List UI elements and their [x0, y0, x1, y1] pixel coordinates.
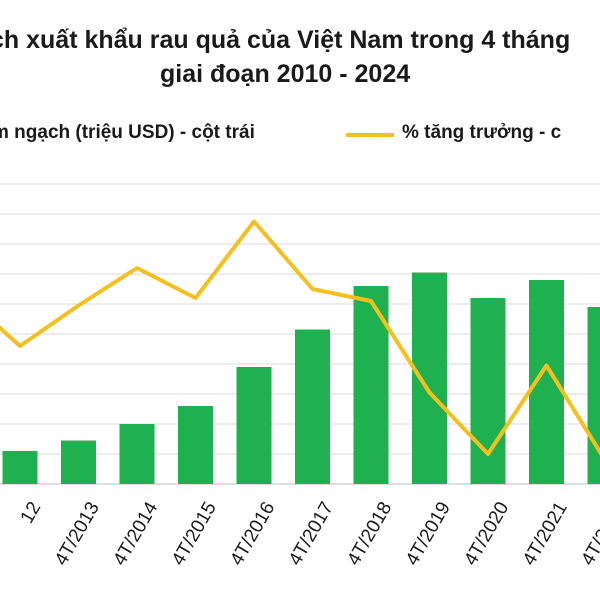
x-tick-label: 4T/2022	[577, 498, 600, 569]
x-tick-label: 4T/2019	[402, 498, 455, 569]
bar-4T/2018	[353, 286, 389, 484]
bar-4T/2015	[178, 406, 213, 484]
x-tick-label: 4T/2014	[109, 498, 162, 569]
chart-title-line-2: giai đoạn 2010 - 2024	[160, 60, 411, 88]
chart-title-line-1: ch xuất khẩu rau quả của Việt Nam trong …	[0, 26, 571, 54]
growth-line	[0, 219, 600, 456]
x-tick-label: 4T/2015	[168, 498, 221, 569]
bar-4T/2012	[2, 451, 38, 484]
legend-line-swatch	[346, 133, 394, 137]
x-tick-label: 4T/2017	[285, 498, 338, 569]
x-tick-label: 4T/2020	[460, 498, 513, 569]
x-tick-label: 4T/2013	[51, 498, 104, 569]
bar-4T/2016	[236, 367, 272, 484]
bar-4T/2022	[587, 307, 600, 484]
legend-line-label: % tăng trưởng - c	[402, 122, 562, 143]
bar-4T/2020	[470, 298, 506, 484]
x-tick-label: 12	[17, 498, 46, 527]
x-tick-label: 4T/2021	[519, 498, 572, 569]
bar-4T/2019	[412, 272, 447, 484]
x-tick-label: 4T/2018	[343, 498, 396, 569]
bar-4T/2013	[61, 440, 96, 484]
bar-4T/2014	[119, 424, 155, 484]
line-series	[0, 219, 600, 456]
x-tick-label: 4T/2016	[226, 498, 279, 569]
legend-bar-label: m ngạch (triệu USD) - cột trái	[0, 122, 255, 143]
bar-4T/2017	[295, 329, 330, 484]
x-axis-tick-labels: 12 4T/2013 4T/2014 4T/2015 4T/2016 4T/2017 4T/…	[17, 498, 600, 569]
